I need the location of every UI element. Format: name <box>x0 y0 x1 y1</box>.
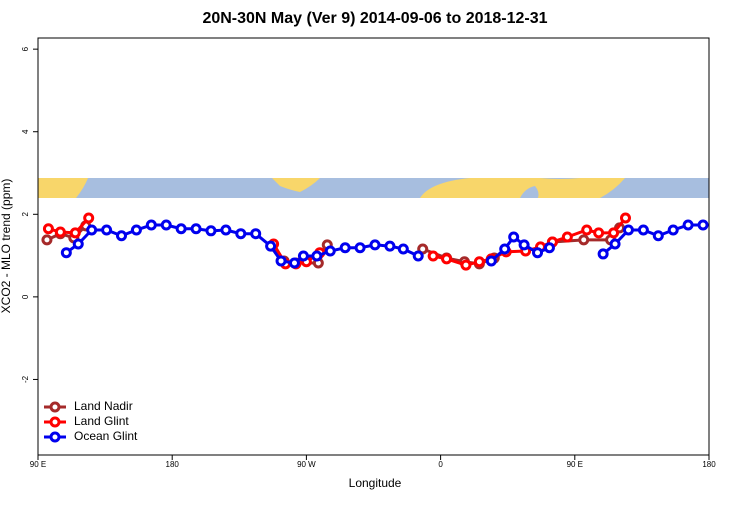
x-tick-label: 0 <box>438 460 443 469</box>
data-point <box>354 242 366 254</box>
legend-marker <box>49 416 61 428</box>
data-point <box>518 239 530 251</box>
data-point <box>339 242 351 254</box>
x-axis-label: Longitude <box>349 476 402 490</box>
data-point <box>485 255 497 267</box>
data-point <box>608 227 620 239</box>
data-point <box>275 255 287 267</box>
data-point <box>578 234 590 246</box>
data-point <box>397 243 409 255</box>
data-point <box>86 224 98 236</box>
data-point <box>72 238 84 250</box>
y-tick-label: 0 <box>21 294 30 299</box>
data-point <box>116 230 128 242</box>
data-point <box>597 248 609 260</box>
x-tick-label: 180 <box>166 460 180 469</box>
map-strip <box>38 178 709 198</box>
data-point <box>622 224 634 236</box>
y-tick-label: -2 <box>21 375 30 383</box>
data-point <box>220 224 232 236</box>
data-point <box>532 247 544 259</box>
data-point <box>427 250 439 262</box>
plot-frame <box>37 37 710 456</box>
data-point <box>297 250 309 262</box>
data-point <box>41 234 53 246</box>
data-point <box>175 223 187 235</box>
data-point <box>441 253 453 265</box>
data-point <box>205 225 217 237</box>
y-tick-label: 2 <box>21 212 30 217</box>
data-point <box>60 247 72 259</box>
legend-label: Land Nadir <box>74 399 133 413</box>
data-point <box>265 240 277 252</box>
data-point <box>697 219 709 231</box>
data-point <box>543 242 555 254</box>
legend-marker <box>49 401 61 413</box>
data-point <box>619 212 631 224</box>
data-point <box>473 256 485 268</box>
data-point <box>311 250 323 262</box>
data-point <box>652 230 664 242</box>
data-point <box>593 227 605 239</box>
data-point <box>101 224 113 236</box>
y-axis-label: XCO2 - MLO trend (ppm) <box>0 179 13 314</box>
data-point <box>637 224 649 236</box>
data-point <box>561 231 573 243</box>
x-tick-label: 90 W <box>297 460 316 469</box>
x-tick-label: 90 E <box>30 460 46 469</box>
data-point <box>682 219 694 231</box>
data-point <box>288 257 300 269</box>
legend-marker <box>49 431 61 443</box>
data-point <box>145 219 157 231</box>
data-point <box>130 224 142 236</box>
data-point <box>369 239 381 251</box>
x-tick-label: 90 E <box>567 460 583 469</box>
chart-title: 20N-30N May (Ver 9) 2014-09-06 to 2018-1… <box>202 10 547 27</box>
data-point <box>412 250 424 262</box>
data-point <box>508 231 520 243</box>
data-point <box>54 226 66 238</box>
data-point <box>190 223 202 235</box>
data-point <box>499 243 511 255</box>
data-point <box>42 223 54 235</box>
data-point <box>581 224 593 236</box>
data-point <box>69 227 81 239</box>
data-point <box>667 224 679 236</box>
data-point <box>324 245 336 257</box>
data-point <box>235 228 247 240</box>
data-point <box>160 219 172 231</box>
data-point <box>250 228 262 240</box>
data-point <box>384 240 396 252</box>
legend-label: Ocean Glint <box>74 429 138 443</box>
x-tick-label: 180 <box>702 460 716 469</box>
data-point <box>460 259 472 271</box>
legend-label: Land Glint <box>74 414 129 428</box>
data-point <box>83 212 95 224</box>
data-point <box>609 238 621 250</box>
y-tick-label: 4 <box>21 129 30 134</box>
y-tick-label: 6 <box>21 46 30 51</box>
